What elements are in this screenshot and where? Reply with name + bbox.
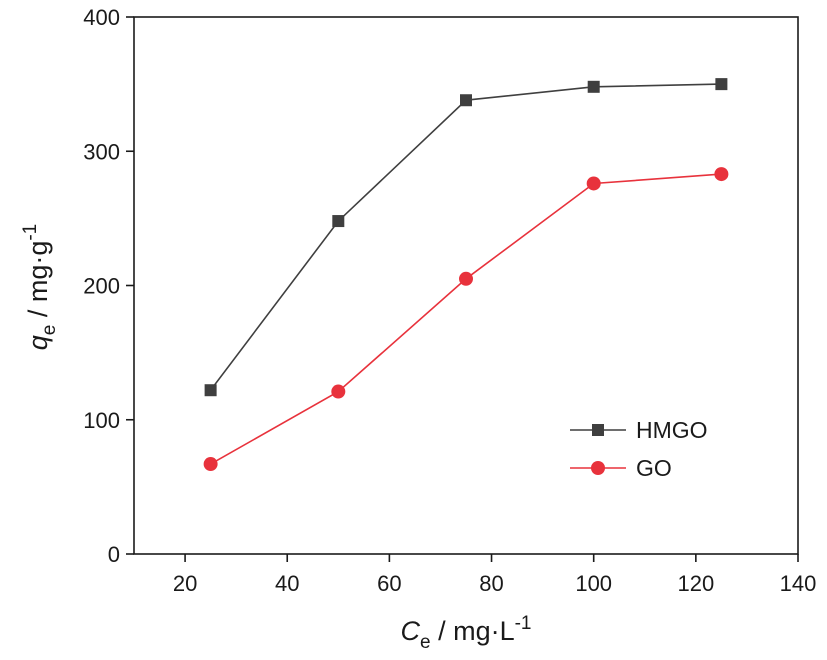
hmgo-line: [209, 83, 722, 391]
legend-label-hmgo: HMGO: [636, 417, 708, 443]
go-point: [586, 176, 601, 191]
x-tick-label: 20: [173, 571, 197, 596]
y-axis-title: qe / mg·g-1: [20, 224, 60, 351]
go-point: [331, 384, 346, 399]
hmgo-point: [715, 78, 728, 91]
legend-marker-hmgo: [592, 424, 604, 436]
x-axis-unit: mg·L: [453, 616, 515, 646]
y-tick-label: 300: [83, 139, 120, 164]
hmgo-point: [204, 384, 217, 397]
y-axis-ticks: 0 100 200 300 400: [83, 5, 134, 567]
x-axis-symbol: C: [400, 616, 420, 646]
x-tick-label: 140: [780, 571, 817, 596]
y-axis-symbol: q: [23, 335, 53, 350]
x-axis-subscript: e: [420, 632, 431, 653]
x-axis-exponent: -1: [515, 613, 532, 634]
x-tick-label: 80: [479, 571, 503, 596]
go-point: [203, 457, 218, 472]
x-tick-label: 100: [575, 571, 612, 596]
y-tick-label: 200: [83, 274, 120, 299]
x-tick-label: 60: [377, 571, 401, 596]
hmgo-point: [587, 80, 600, 93]
x-tick-label: 120: [677, 571, 714, 596]
series-hmgo: [204, 78, 728, 397]
y-tick-label: 0: [108, 542, 120, 567]
x-tick-label: 40: [275, 571, 299, 596]
x-axis-title: Ce / mg·L-1: [400, 613, 531, 653]
y-tick-label: 100: [83, 408, 120, 433]
x-axis-ticks: 20 40 60 80 100 120 140: [173, 554, 817, 596]
y-tick-label: 400: [83, 5, 120, 30]
y-axis-exponent: -1: [20, 224, 41, 241]
go-point: [459, 271, 473, 286]
y-axis-unit: mg·g: [23, 241, 53, 303]
legend: HMGO GO: [570, 417, 708, 481]
hmgo-point: [332, 215, 345, 228]
series-go: [203, 167, 729, 472]
y-axis-subscript: e: [39, 325, 60, 336]
legend-label-go: GO: [636, 455, 672, 481]
series-layer: [203, 78, 729, 472]
hmgo-point: [460, 94, 472, 107]
legend-item-go: GO: [570, 455, 672, 481]
legend-marker-go: [591, 461, 605, 475]
go-point: [714, 167, 729, 182]
legend-item-hmgo: HMGO: [570, 417, 708, 443]
